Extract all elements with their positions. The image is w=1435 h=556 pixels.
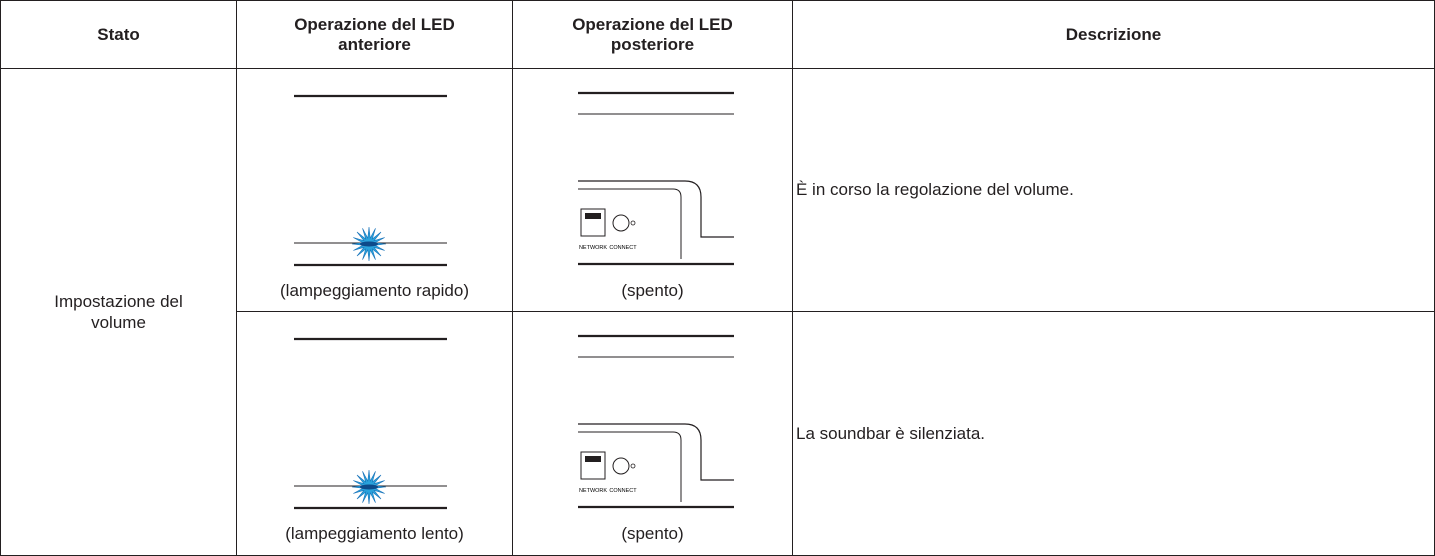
- front-illustration: [294, 337, 447, 510]
- header-cell: Operazione del LED posteriore: [513, 1, 793, 69]
- led: [360, 484, 378, 490]
- description-cell: È in corso la regolazione del volume.: [793, 69, 1435, 312]
- rear-caption: (spento): [621, 281, 684, 300]
- connect-led: [630, 463, 636, 469]
- port-label: CONNECT: [609, 245, 637, 251]
- port-pins: [585, 213, 601, 219]
- front-caption: (lampeggiamento lento): [285, 524, 464, 543]
- port-label: NETWORK: [579, 488, 607, 494]
- front-cell: (lampeggiamento rapido): [237, 69, 513, 312]
- connect-button: [612, 214, 630, 232]
- state-cell: Impostazione del volume: [1, 69, 237, 556]
- rear-illustration: NETWORK CONNECT: [578, 334, 734, 509]
- header-cell: Stato: [1, 1, 237, 69]
- header-text: Descrizione: [1065, 24, 1162, 44]
- led: [360, 241, 378, 247]
- port-pins: [585, 456, 601, 462]
- rear-cell: NETWORK CONNECT (spento): [513, 69, 793, 312]
- port-label: CONNECT: [609, 488, 637, 494]
- device-inner: [578, 431, 682, 502]
- front-caption: (lampeggiamento rapido): [280, 281, 469, 300]
- state-text: Impostazione del volume: [54, 292, 183, 332]
- header-text: Operazione del LED anteriore: [294, 14, 455, 54]
- header-cell: Descrizione: [793, 1, 1435, 69]
- port-label: NETWORK: [579, 245, 607, 251]
- header-text: Stato: [97, 24, 140, 44]
- rear-cell: NETWORK CONNECT (spento): [513, 312, 793, 556]
- device-inner: [578, 188, 682, 259]
- description-cell: La soundbar è silenziata.: [793, 312, 1435, 556]
- rear-caption: (spento): [621, 524, 684, 543]
- description-text: La soundbar è silenziata.: [796, 423, 986, 443]
- device-outline: [578, 180, 734, 238]
- connect-led: [630, 220, 636, 226]
- description-text: È in corso la regolazione del volume.: [796, 180, 1074, 199]
- rear-illustration: NETWORK CONNECT: [578, 91, 734, 266]
- front-illustration: [294, 94, 447, 267]
- device-outline: [578, 423, 734, 481]
- header-text: Operazione del LED posteriore: [572, 14, 733, 54]
- front-cell: (lampeggiamento lento): [237, 312, 513, 556]
- header-cell: Operazione del LED anteriore: [237, 1, 513, 69]
- connect-button: [612, 457, 630, 475]
